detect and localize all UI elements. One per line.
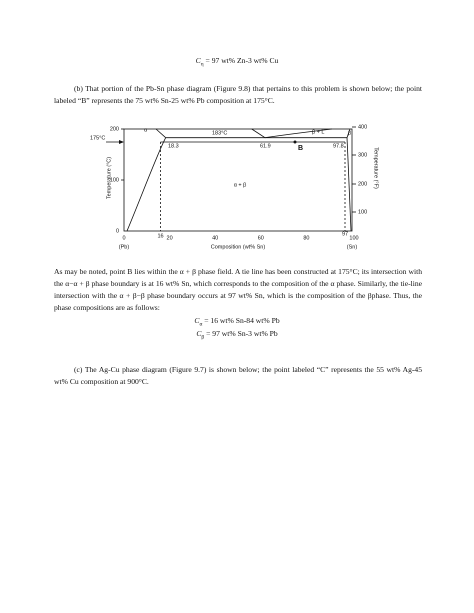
x-tick-label: 20: [167, 235, 173, 241]
composition-label: 18.3: [168, 143, 179, 149]
alpha-solvus: [126, 137, 167, 232]
x-tick-label: 0: [122, 235, 125, 241]
y2-tick-label: 100: [358, 209, 367, 215]
composition-label: 97.8: [333, 143, 344, 149]
equation-text: = 16 wt% Sn-84 wt% Pb: [204, 316, 280, 325]
tie-end-label: 16: [157, 233, 163, 239]
equation-alpha: Cα = 16 wt% Sn-84 wt% Pb: [0, 316, 474, 328]
y2-tick-label: 300: [358, 152, 367, 158]
composition-label: 61.9: [260, 143, 271, 149]
tie-end-label: 97: [342, 231, 348, 237]
tie-temp-label: 175°C: [90, 135, 105, 141]
beta-boundary: [346, 128, 352, 232]
phase-label: α + β: [234, 182, 247, 188]
x-axis-label: Composition (wt% Sn): [211, 244, 266, 250]
x-end-label: (Sn): [347, 244, 358, 250]
subscript: α: [199, 321, 203, 328]
equation-eta: Cη = 97 wt% Zn-3 wt% Cu: [0, 56, 474, 68]
y-tick-label: 0: [116, 228, 119, 234]
y-tick-label: 200: [110, 126, 119, 132]
arrow-head: [119, 140, 124, 144]
point-label: B: [298, 145, 303, 152]
phase-label: β: [348, 130, 351, 136]
x-end-label: (Pb): [119, 244, 130, 250]
y-tick-label: 100: [110, 177, 119, 183]
y2-tick-label: 400: [358, 124, 367, 130]
equation-text: = 97 wt% Sn-3 wt% Pb: [206, 329, 278, 338]
symbol: C: [194, 316, 200, 325]
eutectic-temp-label: 183°C: [212, 130, 227, 136]
paragraph: (b) That portion of the Pb-Sn phase diag…: [54, 84, 422, 105]
y-axis-label: Temperature (°C): [106, 157, 112, 199]
paragraph: As may be noted, point B lies within the…: [54, 267, 422, 312]
x-tick-label: 80: [303, 235, 309, 241]
phase-label: β + L: [312, 129, 325, 135]
x-tick-label: 60: [258, 235, 264, 241]
phase-diagram: 200 100 0 Temperature (°C) 400 300 200 1…: [90, 124, 379, 250]
symbol: C: [195, 56, 201, 65]
equation-beta: Cβ = 97 wt% Sn-3 wt% Pb: [0, 329, 474, 341]
plot-frame: [123, 128, 353, 232]
equation-text: = 97 wt% Zn-3 wt% Cu: [205, 56, 279, 65]
symbol: C: [196, 329, 202, 338]
subscript: β: [201, 334, 205, 341]
paragraph: (c) The Ag-Cu phase diagram (Figure 9.7)…: [54, 365, 422, 386]
x-tick-label: 40: [212, 235, 218, 241]
subscript: η: [200, 61, 204, 68]
y2-axis-label: Temperature (°F): [373, 147, 379, 189]
point-b: [293, 140, 297, 144]
phase-label: α: [144, 127, 148, 133]
y2-tick-label: 200: [358, 181, 367, 187]
x-tick-label: 100: [349, 235, 358, 241]
alpha-solidus: [155, 128, 166, 138]
